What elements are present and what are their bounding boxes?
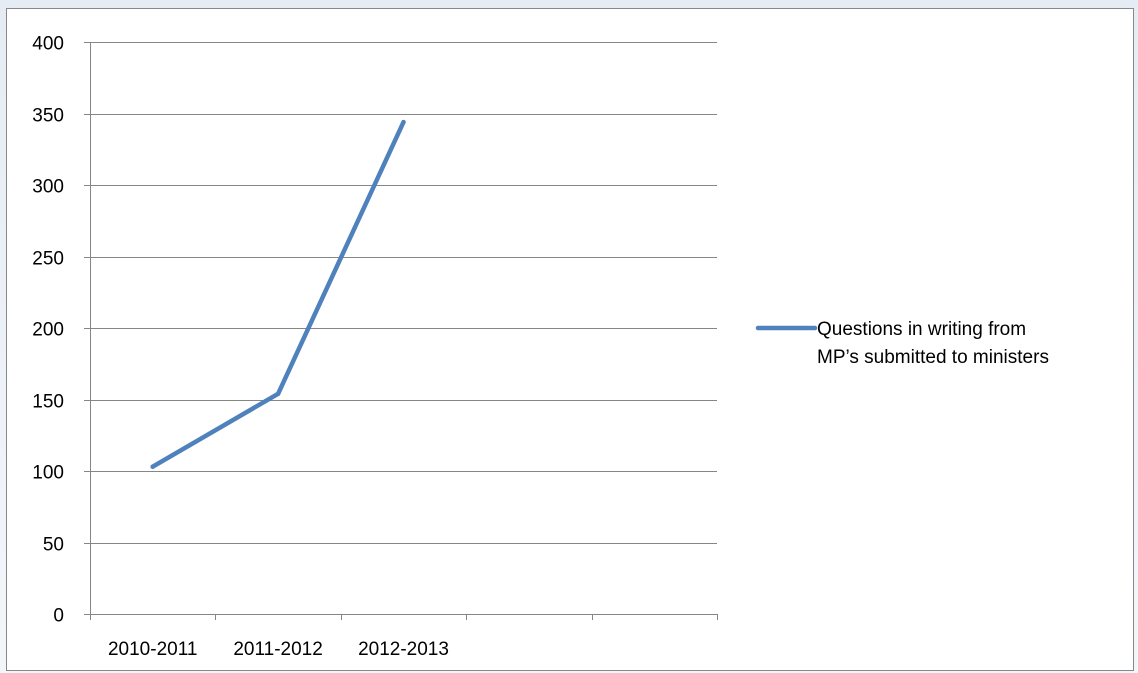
y-tick-label: 350 bbox=[32, 106, 64, 127]
axes bbox=[84, 42, 718, 620]
y-tick-label: 150 bbox=[32, 392, 64, 413]
y-tick-label: 200 bbox=[32, 320, 64, 341]
x-axis-tick-labels: 2010-2011 2011-2012 2012-2013 bbox=[108, 639, 449, 660]
y-tick-label: 100 bbox=[32, 463, 64, 484]
data-point bbox=[150, 464, 155, 469]
y-tick-label: 50 bbox=[43, 535, 64, 556]
chart-frame bbox=[6, 8, 1134, 671]
y-tick-label: 400 bbox=[32, 34, 64, 55]
y-tick-label: 250 bbox=[32, 249, 64, 270]
y-axis-tick-labels: 0 50 100 150 200 250 300 350 400 bbox=[32, 34, 64, 627]
legend-label: Questions in writing from bbox=[817, 319, 1026, 340]
x-tick-label: 2011-2012 bbox=[233, 639, 322, 660]
x-tick-label: 2012-2013 bbox=[358, 639, 449, 660]
data-point bbox=[401, 119, 406, 125]
legend: Questions in writing from MP’s submitted … bbox=[755, 319, 1049, 368]
legend-label: MP’s submitted to ministers bbox=[817, 347, 1049, 368]
x-tick-label: 2010-2011 bbox=[108, 639, 197, 660]
gridlines bbox=[90, 42, 717, 544]
data-point bbox=[275, 391, 281, 396]
series-line bbox=[150, 119, 406, 469]
series-lines bbox=[150, 119, 406, 469]
y-tick-label: 0 bbox=[53, 606, 64, 627]
y-tick-label: 300 bbox=[32, 177, 64, 198]
